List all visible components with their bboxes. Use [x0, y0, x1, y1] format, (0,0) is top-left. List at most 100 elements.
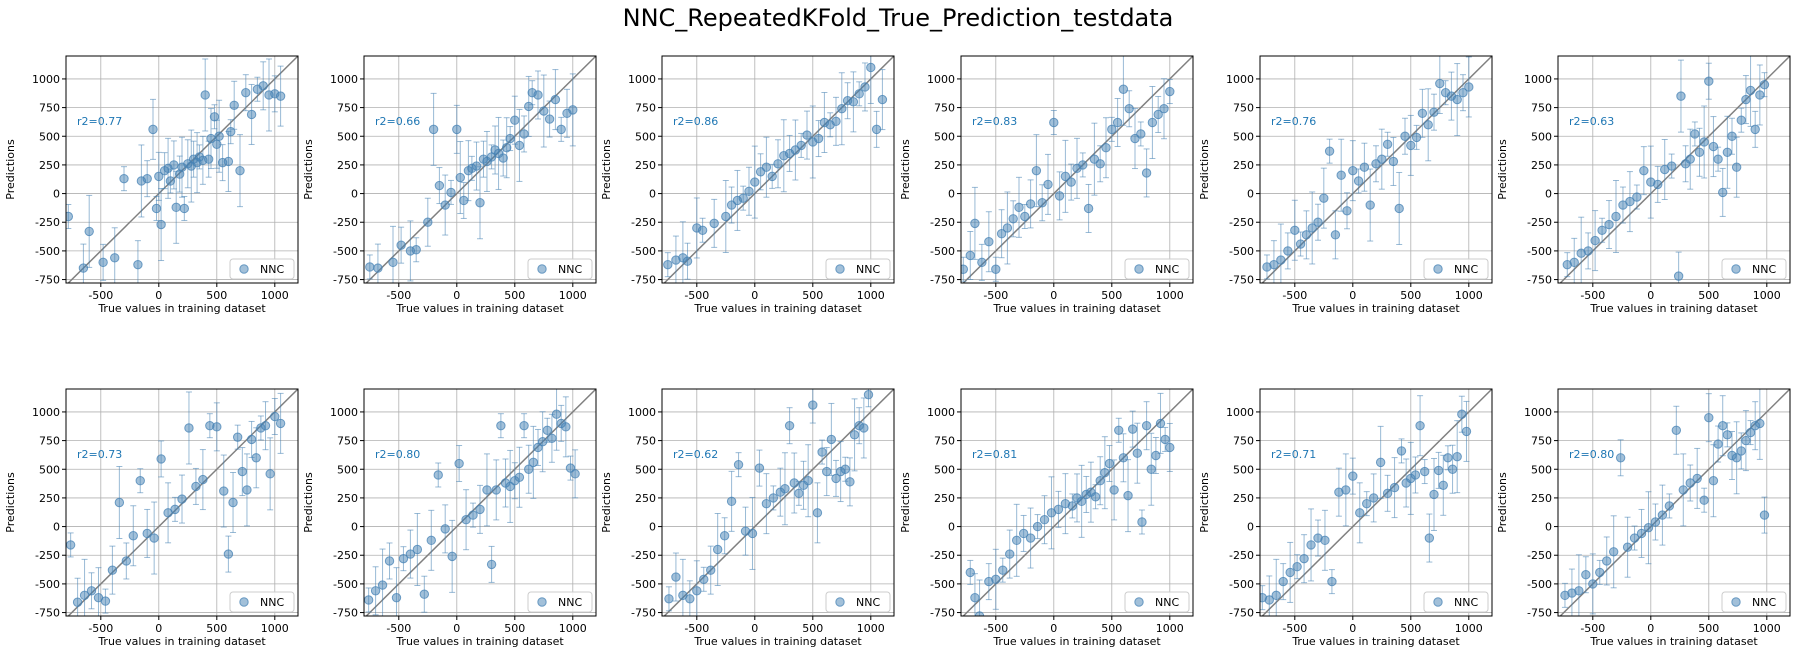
data-point [258, 61, 268, 111]
data-point [863, 389, 874, 408]
x-tick-label: 1000 [559, 622, 587, 635]
y-tick-label: -500 [930, 578, 955, 591]
y-tick-label: -750 [333, 607, 358, 620]
data-point [66, 204, 74, 230]
data-point [747, 496, 758, 570]
data-point [721, 180, 731, 254]
y-tick-label: 750 [1531, 435, 1552, 448]
data-point [433, 462, 443, 488]
data-point [1650, 503, 1661, 541]
data-point [114, 466, 125, 539]
y-axis-label: Predictions [899, 472, 912, 533]
x-tick-label: 0 [453, 289, 460, 302]
data-point [1008, 200, 1018, 238]
data-point [72, 577, 83, 616]
data-point [454, 445, 464, 483]
data-point [1365, 168, 1375, 242]
legend-label: NNC [558, 263, 582, 276]
r2-annotation: r2=0.83 [972, 115, 1017, 128]
data-point [459, 181, 469, 219]
data-point [440, 504, 450, 554]
legend: NNC [527, 591, 593, 613]
data-point [384, 542, 395, 580]
data-point [1722, 422, 1733, 448]
data-point [1307, 191, 1317, 265]
axes-frame [1259, 55, 1493, 284]
data-point [537, 411, 548, 473]
data-point [398, 546, 409, 572]
y-tick-label: 500 [39, 130, 60, 143]
data-point [1629, 525, 1640, 551]
data-point [475, 166, 485, 240]
y-tick-label: -250 [1229, 216, 1254, 229]
data-point [229, 80, 239, 130]
data-point [744, 166, 754, 216]
x-axis-label: True values in training dataset [693, 635, 862, 648]
data-point [1020, 204, 1030, 230]
y-tick-label: 0 [649, 188, 656, 201]
y-tick-label: -250 [35, 549, 60, 562]
data-point [98, 243, 108, 281]
data-point [1457, 395, 1467, 433]
y-tick-label: -250 [1527, 216, 1552, 229]
y-tick-label: 500 [1531, 463, 1552, 476]
data-point [66, 532, 76, 558]
x-tick-label: -500 [1282, 289, 1307, 302]
legend-marker [239, 597, 249, 607]
data-point [789, 452, 799, 514]
data-point [784, 407, 795, 445]
x-tick-label: 0 [155, 289, 162, 302]
x-tick-label: -500 [684, 289, 709, 302]
data-point [1755, 389, 1765, 460]
data-point [970, 186, 980, 260]
data-point [471, 141, 482, 191]
data-point [1159, 78, 1169, 140]
data-point [1452, 63, 1462, 137]
data-point [1283, 232, 1293, 270]
data-point [812, 482, 823, 544]
data-point [568, 73, 578, 147]
data-point [697, 217, 708, 243]
data-point [1032, 514, 1043, 540]
data-point [1336, 138, 1346, 212]
axes-frame [65, 55, 299, 284]
data-point [1005, 529, 1015, 579]
data-point [275, 392, 286, 454]
data-point [1680, 145, 1691, 183]
y-tick-label: 750 [39, 435, 60, 448]
data-point [209, 104, 220, 130]
legend-marker [537, 597, 547, 607]
data-point [119, 166, 129, 192]
subplot-1: -500 0 500 1000-750-500-25002505007501000Tr… [4, 55, 299, 315]
axes-frame [363, 388, 597, 617]
y-tick-label: -750 [1229, 607, 1254, 620]
data-point [813, 120, 824, 158]
data-point [1160, 426, 1170, 452]
y-tick-label: 1000 [927, 73, 955, 86]
r2-annotation: r2=0.81 [972, 448, 1017, 461]
x-tick-label: -500 [88, 622, 113, 635]
data-point [1646, 145, 1656, 219]
figure-title: NNC_RepeatedKFold_True_Prediction_testda… [622, 4, 1174, 32]
x-axis-label: True values in training dataset [395, 635, 564, 648]
data-point [984, 563, 994, 601]
data-point [86, 572, 97, 610]
data-point [270, 398, 280, 436]
data-point [802, 110, 812, 160]
data-point [452, 104, 462, 154]
data-point [1676, 59, 1686, 133]
y-tick-label: 1000 [1524, 73, 1552, 86]
data-point [1313, 519, 1323, 557]
data-point [1362, 491, 1372, 517]
data-point [1597, 217, 1607, 243]
x-tick-label: 500 [1101, 289, 1122, 302]
y-tick-label: 250 [635, 159, 656, 172]
data-point [426, 509, 436, 571]
data-point [1368, 473, 1379, 523]
data-point [733, 452, 744, 478]
data-point [501, 117, 512, 179]
legend-marker [239, 264, 249, 274]
x-tick-label: 1000 [559, 289, 587, 302]
subplot-4: -500 0 500 1000-750-500-25002505007501000Tr… [899, 55, 1194, 315]
y-tick-label: -250 [631, 549, 656, 562]
